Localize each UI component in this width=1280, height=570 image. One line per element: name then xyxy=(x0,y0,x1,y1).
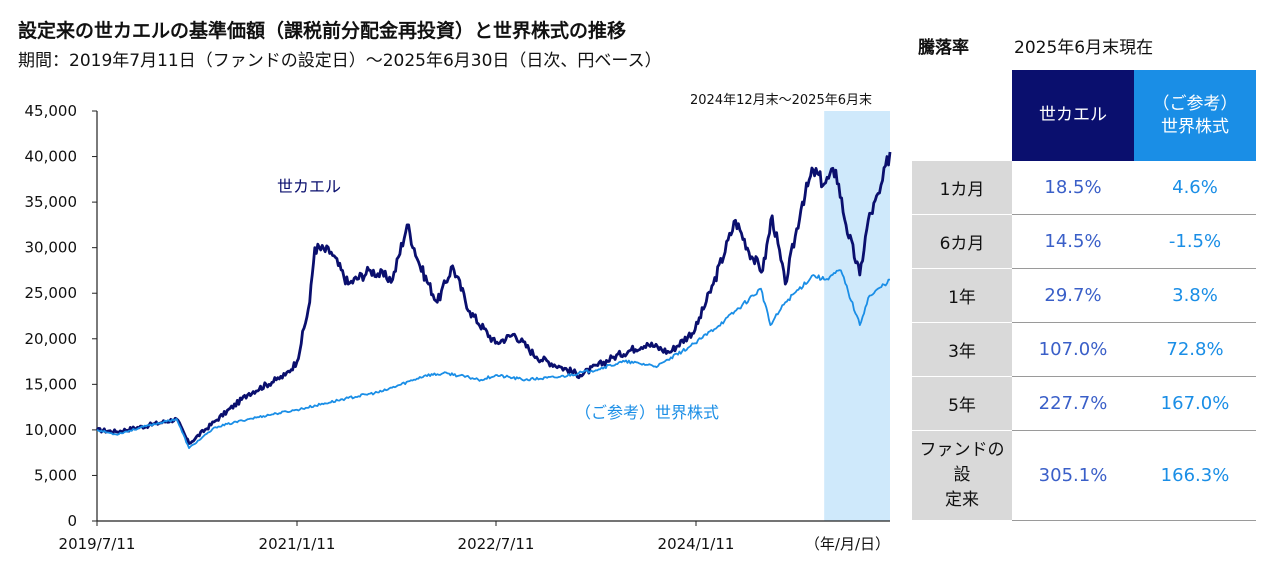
world-return: 4.6% xyxy=(1134,161,1256,215)
y-tick-label: 30,000 xyxy=(25,239,78,257)
row-label-line2: 定来 xyxy=(945,490,979,510)
y-tick-label: 5,000 xyxy=(34,466,77,484)
series-line xyxy=(96,151,892,445)
table-row: 1カ月 18.5% 4.6% xyxy=(912,161,1256,215)
row-label: 6カ月 xyxy=(912,214,1012,269)
table-row: ファンドの設 定来 305.1% 166.3% xyxy=(912,430,1256,521)
chart-subtitle: 期間：2019年7月11日（ファンドの設定日）～2025年6月30日（日次、円ベ… xyxy=(18,51,662,71)
sekaeru-return: 107.0% xyxy=(1012,322,1134,377)
table-header-world-line2: 世界株式 xyxy=(1161,116,1229,137)
x-tick-label: 2022/7/11 xyxy=(458,535,535,553)
sekaeru-return: 29.7% xyxy=(1012,268,1134,323)
performance-table: 世カエル （ご参考） 世界株式 1カ月 18.5% 4.6% 6カ月 14.5%… xyxy=(912,70,1256,521)
table-header-world: （ご参考） 世界株式 xyxy=(1134,70,1256,161)
world-return: 72.8% xyxy=(1134,322,1256,377)
series-label: 世カエル xyxy=(277,177,341,196)
y-tick-label: 20,000 xyxy=(25,330,78,348)
y-tick-label: 15,000 xyxy=(25,375,78,393)
table-header-sekaeru: 世カエル xyxy=(1012,70,1134,161)
line-chart: 2024年12月末～2025年6月末 0 5,000 10,000 15,000 20,0… xyxy=(25,93,892,553)
series-line xyxy=(96,269,890,449)
highlight-label: 2024年12月末～2025年6月末 xyxy=(690,93,872,108)
table-header-row: 世カエル （ご参考） 世界株式 xyxy=(912,70,1256,161)
sekaeru-return: 18.5% xyxy=(1012,161,1134,215)
world-return: 3.8% xyxy=(1134,268,1256,323)
table-heading-label: 騰落率 xyxy=(918,38,969,58)
x-tick-label: 2024/1/11 xyxy=(658,535,735,553)
table-header-world-line1: （ご参考） xyxy=(1152,93,1238,114)
row-label: 1カ月 xyxy=(912,161,1012,215)
y-tick-label: 10,000 xyxy=(25,421,78,439)
world-return: 166.3% xyxy=(1134,430,1256,521)
x-tick-label: 2019/7/11 xyxy=(59,535,136,553)
y-tick-label: 35,000 xyxy=(25,193,78,211)
series-label: （ご参考）世界株式 xyxy=(575,403,719,422)
row-label: ファンドの設 定来 xyxy=(912,430,1012,521)
table-row: 6カ月 14.5% -1.5% xyxy=(912,214,1256,269)
row-label: 5年 xyxy=(912,376,1012,431)
table-header-blank xyxy=(912,70,1012,161)
x-tick-label: 2021/1/11 xyxy=(259,535,336,553)
sekaeru-return: 14.5% xyxy=(1012,214,1134,269)
table-row: 5年 227.7% 167.0% xyxy=(912,376,1256,431)
world-return: 167.0% xyxy=(1134,376,1256,431)
table-row: 3年 107.0% 72.8% xyxy=(912,322,1256,377)
x-axis-unit: （年/月/日） xyxy=(805,535,890,553)
world-return: -1.5% xyxy=(1134,214,1256,269)
row-label: 3年 xyxy=(912,322,1012,377)
y-tick-label: 0 xyxy=(67,512,77,530)
row-label: 1年 xyxy=(912,268,1012,323)
sekaeru-return: 227.7% xyxy=(1012,376,1134,431)
table-as-of: 2025年6月末現在 xyxy=(1014,38,1154,58)
row-label-line1: ファンドの設 xyxy=(919,440,1005,485)
y-tick-label: 40,000 xyxy=(25,148,78,166)
chart-title: 設定来の世カエルの基準価額（課税前分配金再投資）と世界株式の推移 xyxy=(18,20,627,42)
table-row: 1年 29.7% 3.8% xyxy=(912,268,1256,323)
y-tick-label: 45,000 xyxy=(25,102,78,120)
sekaeru-return: 305.1% xyxy=(1012,430,1134,521)
y-tick-label: 25,000 xyxy=(25,284,78,302)
